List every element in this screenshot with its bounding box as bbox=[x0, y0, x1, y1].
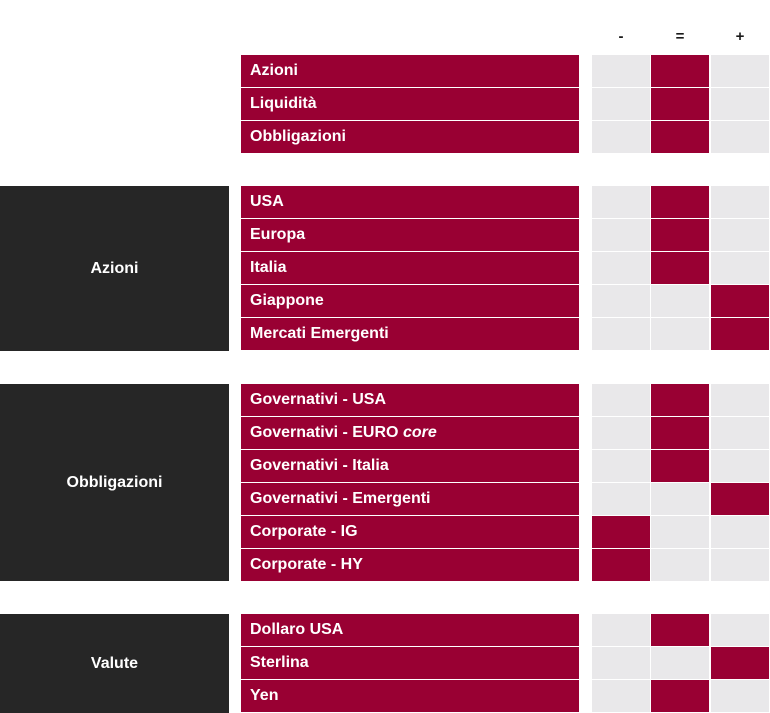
row-label: Governativi - USA bbox=[241, 384, 579, 416]
row-label: Obbligazioni bbox=[241, 121, 579, 153]
column-header-plus: + bbox=[735, 28, 745, 45]
rating-cell-equal bbox=[651, 318, 709, 350]
rating-cell-equal bbox=[651, 285, 709, 317]
rating-cell-plus bbox=[711, 483, 769, 515]
rating-cell-plus bbox=[711, 121, 769, 153]
rating-cell-minus bbox=[592, 450, 650, 482]
rating-cell-equal bbox=[651, 483, 709, 515]
row-label-text: Governativi - Italia bbox=[250, 457, 389, 474]
rating-cell-minus bbox=[592, 417, 650, 449]
rating-cell-minus bbox=[592, 186, 650, 218]
rating-cell-equal bbox=[651, 516, 709, 548]
row-label: Governativi - EURO core bbox=[241, 417, 579, 449]
row-label-text: Giappone bbox=[250, 292, 324, 309]
row-label-text: Mercati Emergenti bbox=[250, 325, 389, 342]
rating-cell-plus bbox=[711, 516, 769, 548]
row-label-text: Yen bbox=[250, 687, 279, 704]
rating-cell-equal bbox=[651, 186, 709, 218]
row-label-text: Europa bbox=[250, 226, 306, 243]
section-title-valute: Valute bbox=[0, 614, 229, 713]
rating-cell-minus bbox=[592, 647, 650, 679]
row-label: Azioni bbox=[241, 55, 579, 87]
row-label: Corporate - IG bbox=[241, 516, 579, 548]
rating-cell-minus bbox=[592, 55, 650, 87]
rating-cell-plus bbox=[711, 417, 769, 449]
column-header-minus: - bbox=[618, 28, 624, 45]
rating-cell-minus bbox=[592, 483, 650, 515]
row-label: Sterlina bbox=[241, 647, 579, 679]
row-label-text: Corporate - HY bbox=[250, 556, 363, 573]
rating-cell-minus bbox=[592, 680, 650, 712]
rating-cell-equal bbox=[651, 384, 709, 416]
rating-cell-plus bbox=[711, 88, 769, 120]
rating-cell-minus bbox=[592, 219, 650, 251]
rating-cell-equal bbox=[651, 219, 709, 251]
row-label: Corporate - HY bbox=[241, 549, 579, 581]
row-label-text: Governativi - EURO bbox=[250, 424, 399, 441]
rating-cell-plus bbox=[711, 384, 769, 416]
column-header-equal: = bbox=[675, 28, 685, 45]
rating-cell-plus bbox=[711, 252, 769, 284]
rating-cell-plus bbox=[711, 55, 769, 87]
rating-cell-equal bbox=[651, 252, 709, 284]
rating-cell-minus bbox=[592, 318, 650, 350]
row-label: Dollaro USA bbox=[241, 614, 579, 646]
rating-cell-minus bbox=[592, 121, 650, 153]
rating-cell-plus bbox=[711, 219, 769, 251]
row-label: Mercati Emergenti bbox=[241, 318, 579, 350]
row-label: Europa bbox=[241, 219, 579, 251]
rating-cell-plus bbox=[711, 614, 769, 646]
row-label: Governativi - Italia bbox=[241, 450, 579, 482]
rating-cell-plus bbox=[711, 450, 769, 482]
row-label-text: Azioni bbox=[250, 62, 298, 79]
rating-cell-equal bbox=[651, 121, 709, 153]
rating-cell-plus bbox=[711, 680, 769, 712]
rating-cell-equal bbox=[651, 614, 709, 646]
rating-cell-equal bbox=[651, 417, 709, 449]
section-title-azioni: Azioni bbox=[0, 186, 229, 351]
rating-cell-plus bbox=[711, 186, 769, 218]
row-label: Italia bbox=[241, 252, 579, 284]
row-label-text: Corporate - IG bbox=[250, 523, 358, 540]
row-label-text: Obbligazioni bbox=[250, 128, 346, 145]
rating-cell-minus bbox=[592, 285, 650, 317]
rating-cell-plus bbox=[711, 285, 769, 317]
row-label-text: Governativi - USA bbox=[250, 391, 387, 408]
row-label: USA bbox=[241, 186, 579, 218]
row-label-text: Dollaro USA bbox=[250, 621, 344, 638]
row-label: Governativi - Emergenti bbox=[241, 483, 579, 515]
rating-cell-plus bbox=[711, 647, 769, 679]
rating-cell-plus bbox=[711, 318, 769, 350]
rating-cell-minus bbox=[592, 549, 650, 581]
section-title-obbligazioni: Obbligazioni bbox=[0, 384, 229, 581]
rating-cell-equal bbox=[651, 549, 709, 581]
rating-cell-minus bbox=[592, 384, 650, 416]
row-label: Giappone bbox=[241, 285, 579, 317]
row-label-text: USA bbox=[250, 193, 284, 210]
rating-cell-equal bbox=[651, 680, 709, 712]
row-label-text: Sterlina bbox=[250, 654, 309, 671]
rating-cell-equal bbox=[651, 450, 709, 482]
rating-cell-plus bbox=[711, 549, 769, 581]
rating-cell-equal bbox=[651, 55, 709, 87]
row-label-italic: core bbox=[402, 424, 437, 441]
rating-cell-equal bbox=[651, 647, 709, 679]
rating-cell-minus bbox=[592, 88, 650, 120]
row-label: Yen bbox=[241, 680, 579, 712]
rating-cell-minus bbox=[592, 516, 650, 548]
rating-cell-equal bbox=[651, 88, 709, 120]
row-label-text: Italia bbox=[250, 259, 287, 276]
rating-cell-minus bbox=[592, 252, 650, 284]
rating-cell-minus bbox=[592, 614, 650, 646]
row-label-text: Governativi - Emergenti bbox=[250, 490, 431, 507]
row-label: Liquidità bbox=[241, 88, 579, 120]
row-label-text: Liquidità bbox=[250, 95, 317, 112]
